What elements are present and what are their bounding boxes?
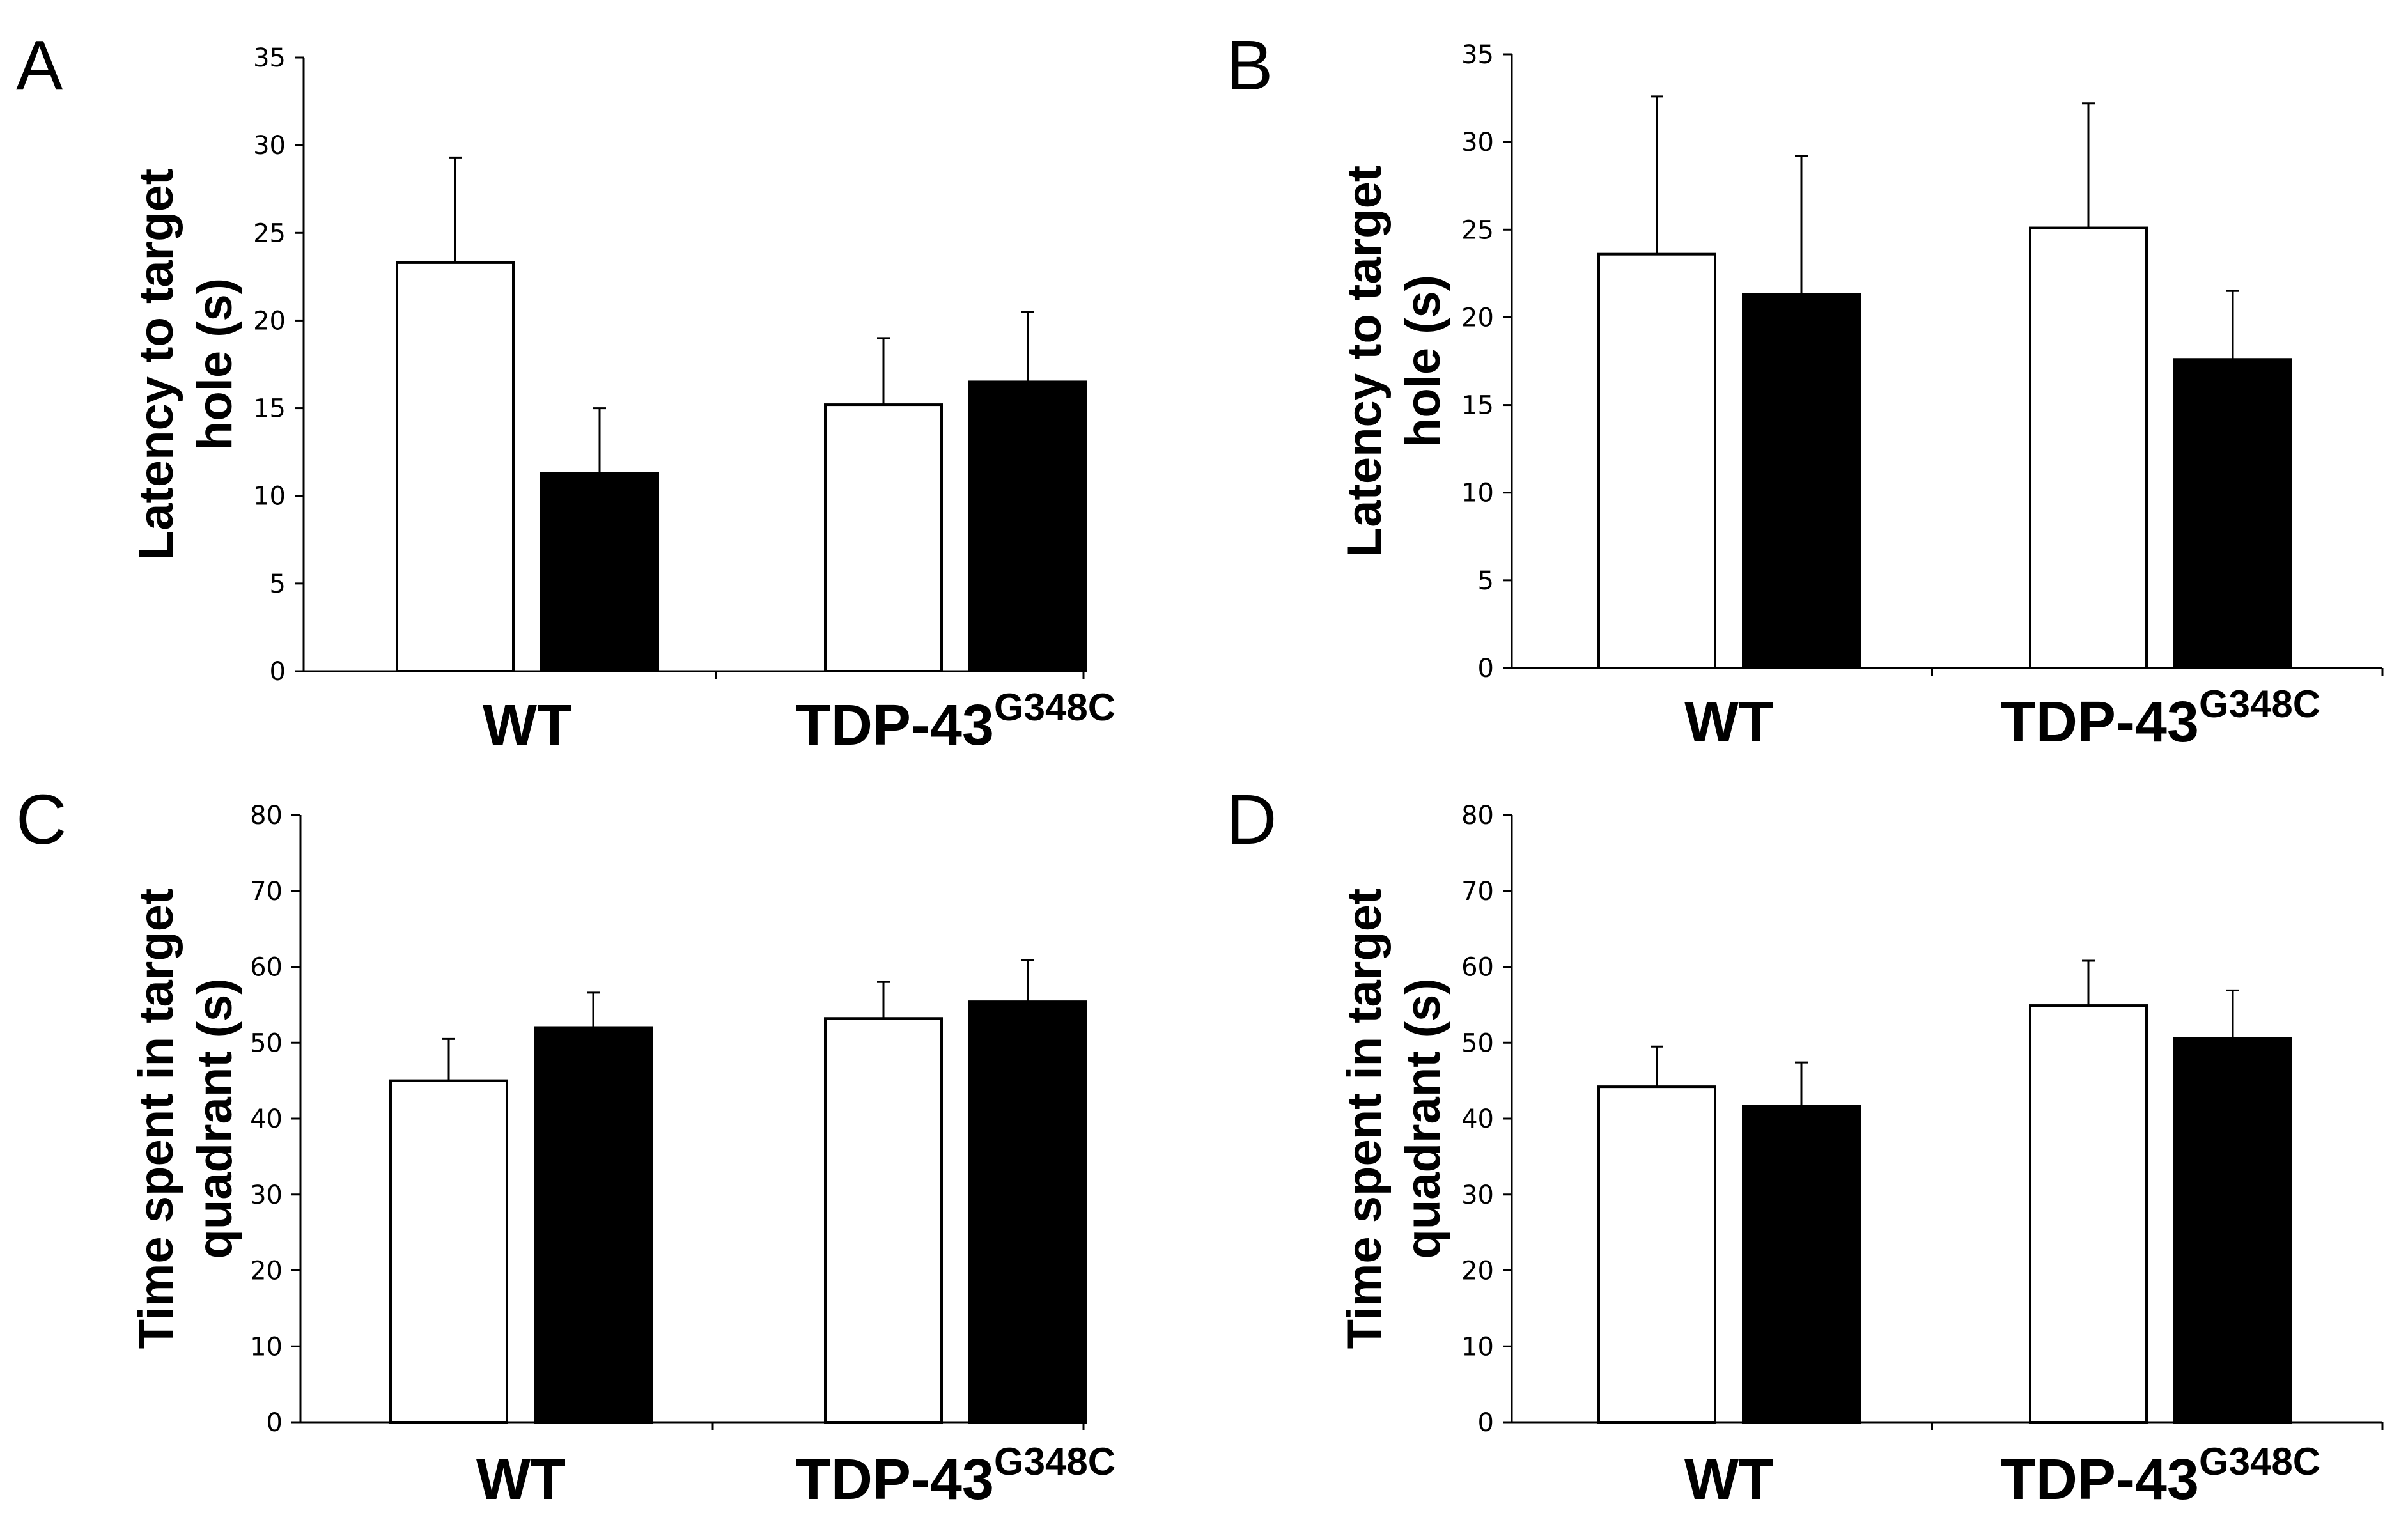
y-tick-label: 20: [1461, 303, 1494, 332]
panel-a: A 0 5 10 15 20 25 30 35 Latency to targethole (s)…: [16, 26, 1115, 757]
panel-letter-c: C: [16, 780, 66, 859]
y-tick-label: 30: [253, 131, 286, 160]
category-label-base: WT: [476, 1448, 566, 1512]
bar: [389, 1079, 508, 1424]
y-tick-label: 35: [1461, 40, 1494, 70]
y-axis-label-line: Latency to target: [129, 169, 183, 560]
category-label: WT: [1684, 1448, 1774, 1512]
y-axis-label-line: Time spent in target: [129, 889, 183, 1349]
bar: [968, 380, 1087, 673]
bar: [396, 261, 515, 672]
y-tick-label: 40: [250, 1105, 283, 1134]
panel-b: B 0 5 10 15 20 25 30 35 Latency to targethole (s)…: [1226, 26, 2384, 754]
y-tick-label: 0: [1478, 1408, 1494, 1438]
category-label-superscript: G348C: [2199, 683, 2320, 726]
y-tick-label: 10: [1461, 479, 1494, 508]
y-tick-label: 0: [267, 1408, 283, 1438]
bar: [2029, 1004, 2148, 1424]
y-tick-label: 70: [1461, 877, 1494, 906]
panel-letter-a: A: [16, 26, 63, 105]
category-label: WT: [476, 1448, 566, 1512]
y-tick-label: 70: [250, 877, 283, 906]
bar: [824, 1017, 943, 1424]
y-tick-label: 50: [1461, 1028, 1494, 1058]
y-tick-label: 35: [253, 43, 286, 73]
y-axis-label: Time spent in targetquadrant (s): [1337, 889, 1450, 1349]
y-tick-label: 10: [1461, 1332, 1494, 1362]
y-tick-label: 40: [1461, 1105, 1494, 1134]
y-axis-label-line: Latency to target: [1337, 166, 1392, 557]
y-tick-label: 60: [1461, 953, 1494, 982]
category-label-base: TDP-43: [2001, 690, 2199, 754]
y-tick-label: 15: [1461, 391, 1494, 421]
panel-c: C 0 10 20 30 40 50 60 70 80 Time spent in targetqu…: [16, 780, 1115, 1512]
y-tick-label: 5: [270, 570, 286, 599]
panel-d: D 0 10 20 30 40 50 60 70 80 Time spent in targetqu…: [1226, 780, 2384, 1512]
y-tick-label: 30: [250, 1181, 283, 1210]
y-axis-label-line: Time spent in target: [1337, 889, 1392, 1349]
category-label-base: WT: [483, 694, 572, 757]
y-axis-label: Latency to targethole (s): [1337, 166, 1450, 557]
category-label-superscript: G348C: [2199, 1440, 2320, 1483]
bar: [2173, 1037, 2292, 1424]
y-axis-label-line: hole (s): [188, 278, 242, 451]
panel-letter-b: B: [1226, 26, 1273, 105]
y-tick-label: 0: [270, 657, 286, 687]
bar: [534, 1026, 653, 1424]
y-tick-label: 30: [1461, 128, 1494, 157]
y-tick-label: 20: [253, 306, 286, 336]
y-tick-label: 20: [1461, 1257, 1494, 1286]
y-axis-label-line: hole (s): [1396, 275, 1450, 447]
panel-letter-d: D: [1226, 780, 1277, 859]
bar: [1597, 252, 1716, 669]
y-tick-label: 25: [253, 219, 286, 248]
y-tick-label: 20: [250, 1257, 283, 1286]
category-label: TDP-43G348C: [796, 1440, 1115, 1512]
y-axis-label-line: quadrant (s): [1396, 978, 1450, 1259]
category-label-base: TDP-43: [796, 694, 994, 757]
y-tick-label: 60: [250, 953, 283, 982]
y-tick-label: 80: [250, 801, 283, 830]
category-label: WT: [1684, 690, 1774, 754]
category-label-superscript: G348C: [994, 686, 1115, 729]
y-tick-label: 25: [1461, 215, 1494, 245]
bar: [968, 1000, 1087, 1424]
category-label-base: TDP-43: [2001, 1448, 2199, 1512]
category-label-base: TDP-43: [796, 1448, 994, 1512]
bar: [2029, 226, 2148, 669]
bar: [824, 403, 943, 672]
y-tick-label: 10: [250, 1332, 283, 1362]
category-label-superscript: G348C: [994, 1440, 1115, 1483]
y-tick-label: 0: [1478, 654, 1494, 683]
category-label: TDP-43G348C: [2001, 1440, 2320, 1512]
y-tick-label: 15: [253, 394, 286, 424]
category-label: TDP-43G348C: [796, 686, 1115, 757]
bar: [2173, 358, 2292, 669]
bar: [1742, 1105, 1861, 1424]
category-label-base: WT: [1684, 690, 1774, 754]
y-tick-label: 30: [1461, 1181, 1494, 1210]
y-axis-label: Latency to targethole (s): [129, 169, 242, 560]
category-label-base: WT: [1684, 1448, 1774, 1512]
y-tick-label: 50: [250, 1028, 283, 1058]
bar: [540, 472, 659, 672]
category-label: WT: [483, 694, 572, 757]
y-tick-label: 80: [1461, 801, 1494, 830]
bar: [1597, 1085, 1716, 1424]
category-label: TDP-43G348C: [2001, 683, 2320, 754]
bar: [1742, 293, 1861, 669]
y-tick-label: 5: [1478, 566, 1494, 596]
y-axis-label-line: quadrant (s): [188, 978, 242, 1259]
y-tick-label: 10: [253, 482, 286, 511]
y-axis-label: Time spent in targetquadrant (s): [129, 889, 242, 1349]
